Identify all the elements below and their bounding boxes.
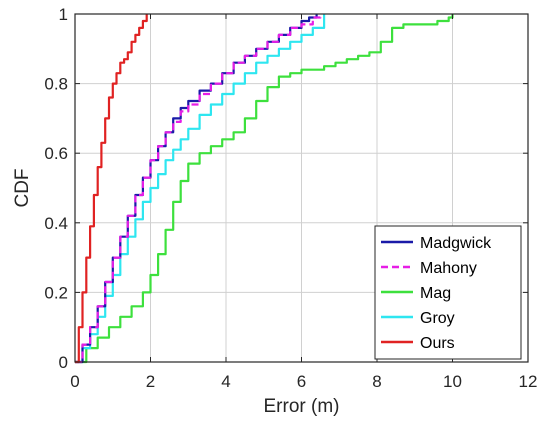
- x-tick-label: 8: [372, 372, 381, 391]
- series-line-madgwick: [75, 14, 318, 364]
- series-line-mag: [75, 14, 454, 364]
- legend-label-madgwick: Madgwick: [420, 235, 492, 252]
- y-axis-label: CDF: [12, 168, 33, 207]
- x-tick-label: 2: [146, 372, 155, 391]
- tick-marks: [74, 13, 529, 363]
- x-tick-labels: 0 2 4 6 8 10 12: [70, 372, 537, 391]
- legend-label-mag: Mag: [420, 285, 451, 302]
- legend-label-groy: Groy: [420, 310, 455, 327]
- y-tick-label: 0.8: [44, 75, 68, 94]
- y-tick-label: 0.6: [44, 144, 68, 163]
- legend-label-ours: Ours: [420, 335, 455, 352]
- y-tick-label: 0.2: [44, 283, 68, 302]
- x-tick-label: 10: [443, 372, 462, 391]
- x-axis-label: Error (m): [264, 396, 340, 417]
- x-tick-label: 6: [297, 372, 306, 391]
- x-tick-label: 4: [221, 372, 230, 391]
- series-line-groy: [75, 14, 326, 364]
- x-tick-label: 12: [519, 372, 538, 391]
- legend-label-mahony: Mahony: [420, 260, 477, 277]
- y-tick-label: 1: [59, 5, 68, 24]
- y-tick-labels: 0 0.2 0.4 0.6 0.8 1: [44, 5, 68, 372]
- series-lines: [75, 14, 454, 364]
- y-tick-label: 0.4: [44, 214, 68, 233]
- y-tick-label: 0: [59, 353, 68, 372]
- series-line-ours: [75, 14, 148, 364]
- x-tick-label: 0: [70, 372, 79, 391]
- series-line-mahony: [75, 14, 322, 364]
- legend: Madgwick Mahony Mag Groy Ours: [374, 225, 522, 360]
